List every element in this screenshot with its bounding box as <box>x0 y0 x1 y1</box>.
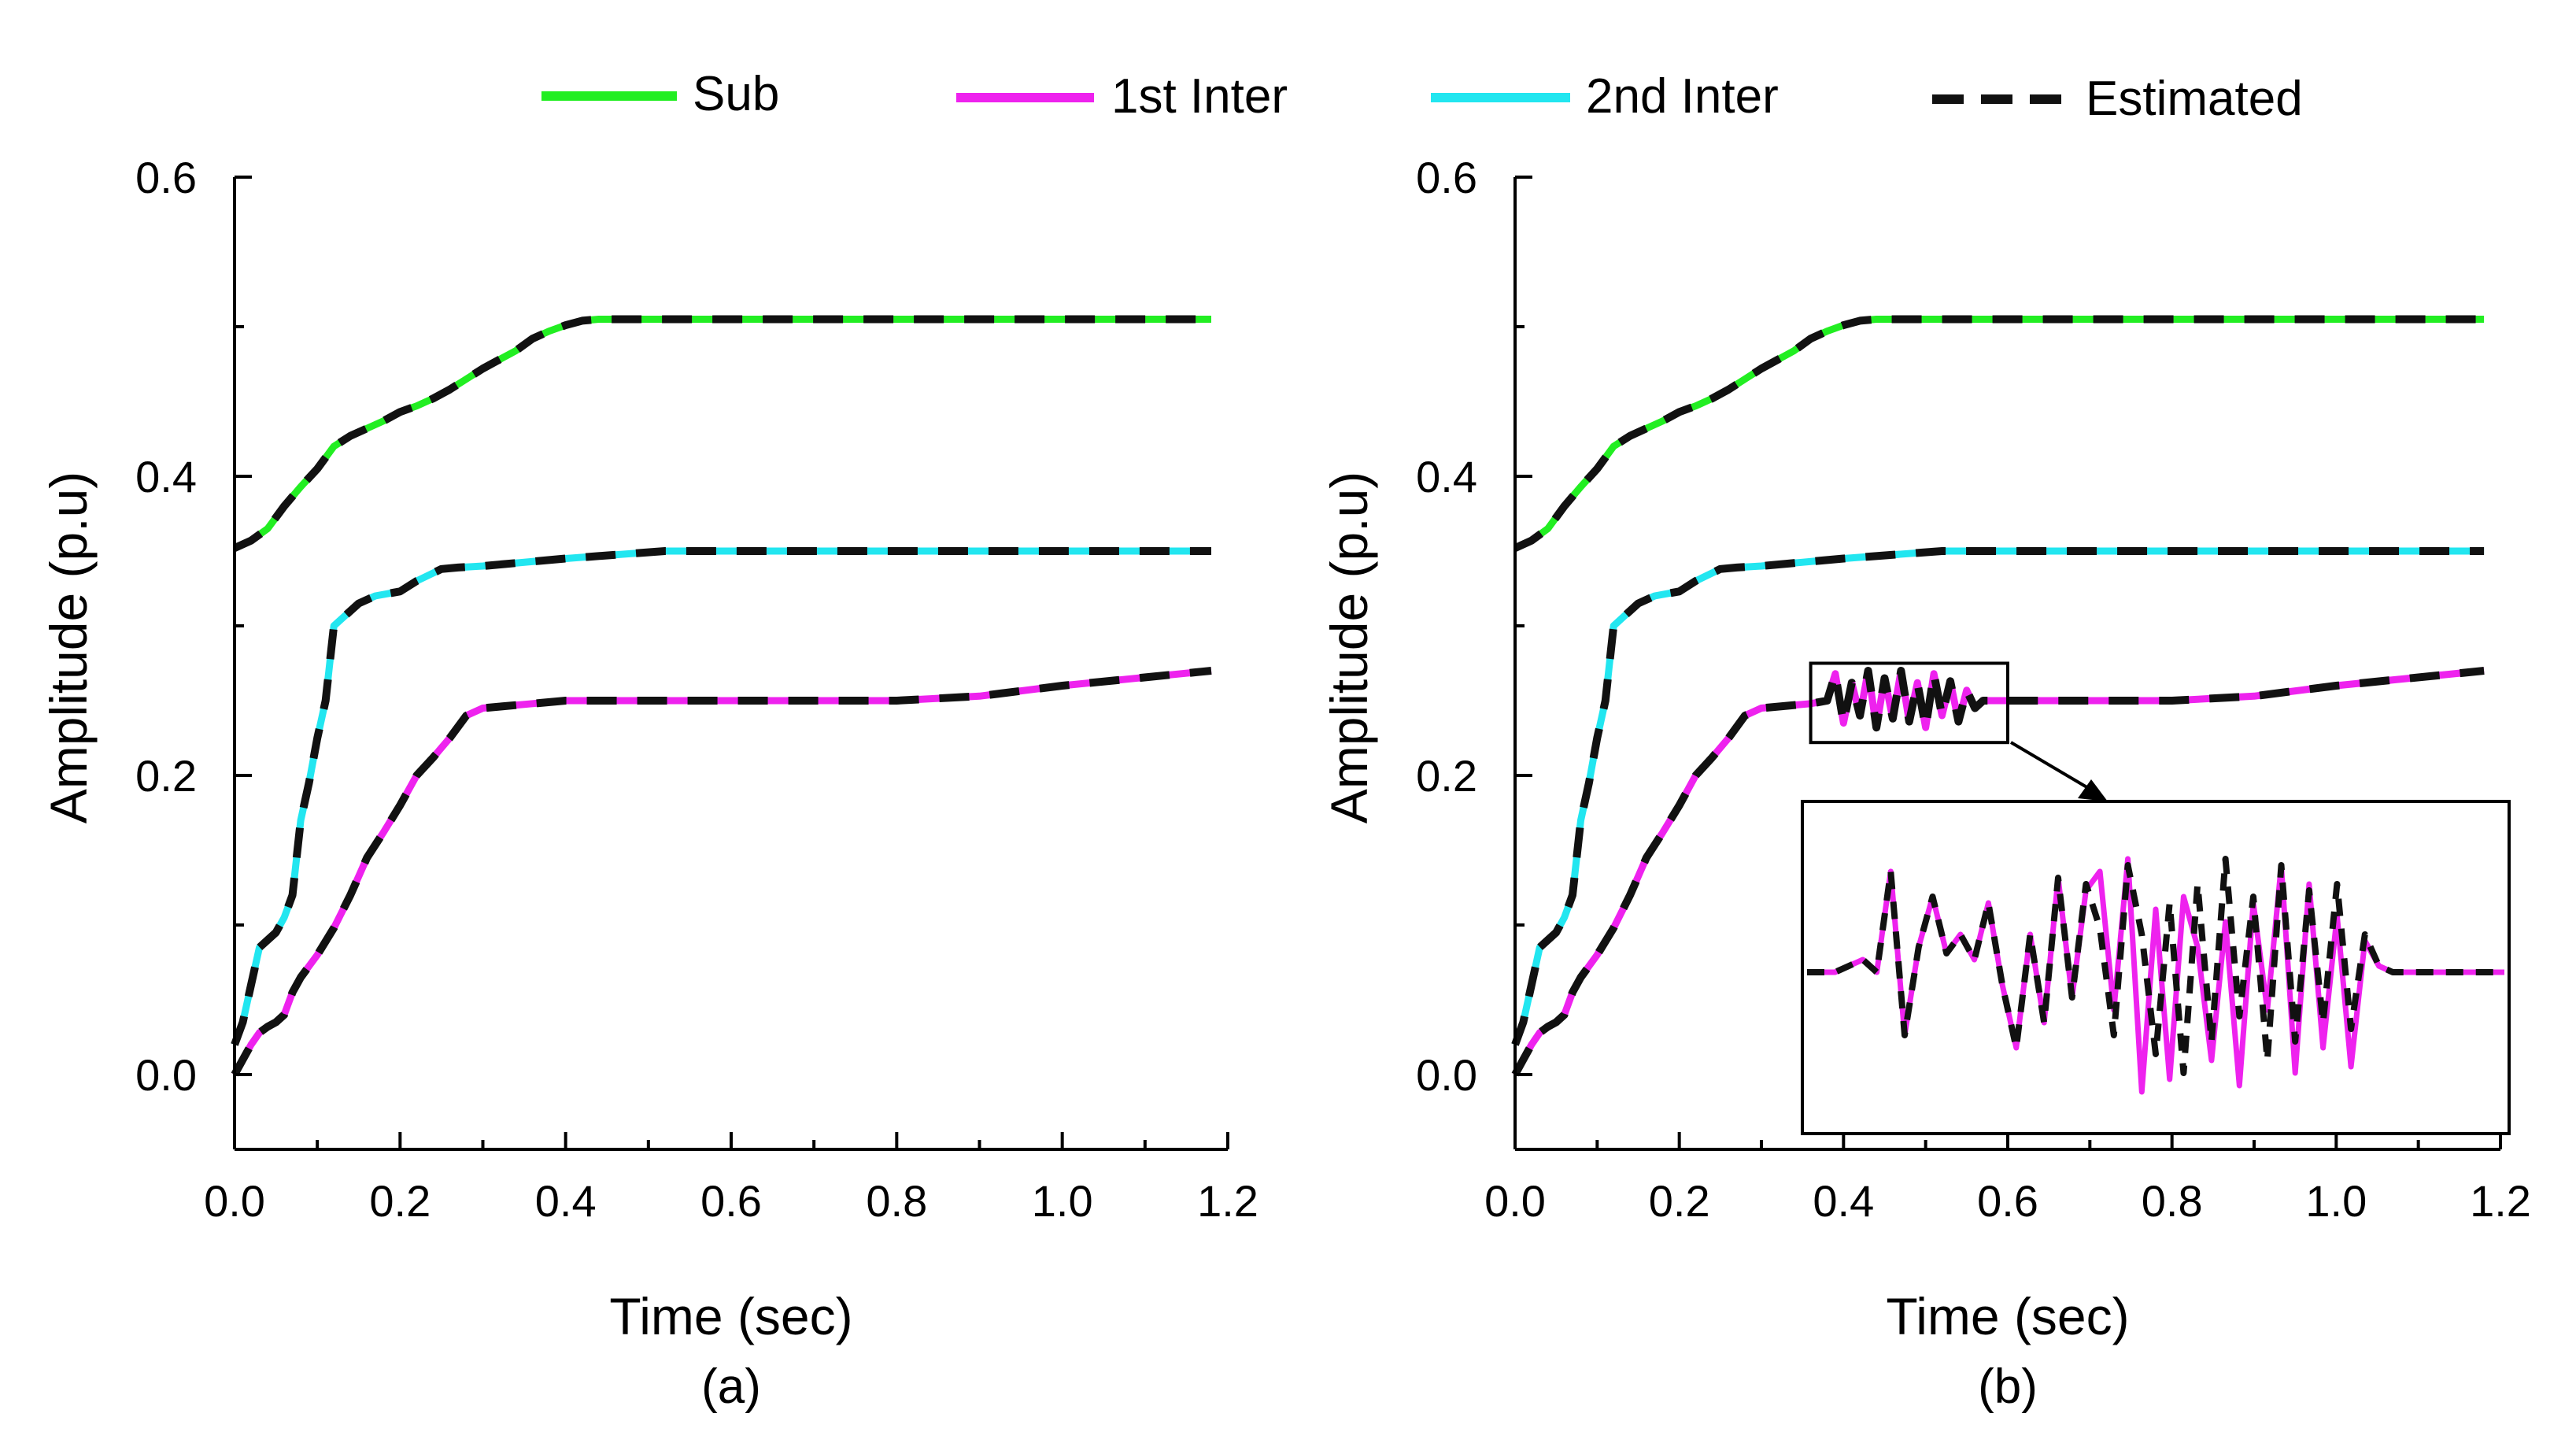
inset-zoom <box>1801 661 2511 1135</box>
zoom-region-box <box>1809 661 2010 745</box>
x-axis-label: Time (sec) <box>1886 1287 2129 1345</box>
y-tick-label: 0.0 <box>1416 1050 1477 1100</box>
series-line-1st-inter <box>231 667 1212 1077</box>
legend-label-1st-inter: 1st Inter <box>1111 69 1288 124</box>
estimated-line-2nd-inter <box>1511 547 2485 1046</box>
legend-label-sub: Sub <box>693 67 779 121</box>
y-tick-label: 0.6 <box>1416 153 1477 202</box>
y-tick-label: 0.6 <box>135 153 197 202</box>
x-tick-label: 0.0 <box>204 1176 265 1226</box>
y-axis-label: Amplitude (p.u) <box>1320 472 1378 824</box>
legend-item-estimated: Estimated <box>1932 72 2303 126</box>
y-tick-label: 0.4 <box>135 452 197 501</box>
zoom-arrow-line <box>2009 741 2095 793</box>
chart-panel-b: 0.0 0.2 0.4 0.6 0.8 1.0 1.2 0.0 0.2 0.4 0.6 Time (s… <box>1320 153 2531 1414</box>
legend: Sub 1st Inter 2nd Inter Estimated <box>541 67 2303 126</box>
x-tick-label: 1.2 <box>1197 1176 1258 1226</box>
legend-item-sub: Sub <box>541 67 779 121</box>
estimated-line-sub <box>1513 315 2485 552</box>
inset-line-estimated <box>1807 856 2504 1076</box>
zoom-arrow-head <box>2078 779 2108 801</box>
x-axis-label: Time (sec) <box>609 1287 852 1345</box>
inset-frame <box>1801 800 2511 1135</box>
x-tick-label: 0.4 <box>1813 1176 1874 1226</box>
estimated-line-sub <box>232 315 1211 552</box>
y-tick-label: 0.2 <box>1416 751 1477 801</box>
y-tick-label: 0.4 <box>1416 452 1477 501</box>
x-tick-label: 1.0 <box>1032 1176 1093 1226</box>
x-tick-label: 0.8 <box>866 1176 927 1226</box>
y-tick-label: 0.2 <box>135 751 197 801</box>
estimated-line-1st-inter <box>231 667 1212 1077</box>
estimated-line-2nd-inter <box>231 547 1211 1046</box>
series-line-2nd-inter <box>231 547 1211 1046</box>
series-line-sub <box>1513 316 2485 552</box>
legend-item-1st-inter: 1st Inter <box>956 69 1288 124</box>
panel-caption: (a) <box>701 1360 761 1414</box>
legend-label-estimated: Estimated <box>2086 72 2303 126</box>
panel-caption: (b) <box>1978 1360 2038 1414</box>
series-line-sub <box>233 316 1211 552</box>
legend-item-2nd-inter: 2nd Inter <box>1431 69 1779 124</box>
y-tick-label: 0.0 <box>135 1050 197 1100</box>
x-tick-label: 0.0 <box>1484 1176 1546 1226</box>
estimated-line-1st-inter <box>1511 667 2485 1077</box>
chart-panel-a: 0.0 0.2 0.4 0.6 0.8 1.0 1.2 0.0 0.2 0.4 0.6 Time (s… <box>39 153 1258 1414</box>
legend-label-2nd-inter: 2nd Inter <box>1586 69 1779 124</box>
x-tick-label: 0.6 <box>700 1176 762 1226</box>
x-tick-label: 0.4 <box>535 1176 597 1226</box>
x-tick-label: 0.8 <box>2142 1176 2203 1226</box>
x-tick-label: 0.2 <box>369 1176 431 1226</box>
y-axis-label: Amplitude (p.u) <box>39 472 98 824</box>
x-tick-label: 1.0 <box>2305 1176 2367 1226</box>
x-tick-label: 1.2 <box>2470 1176 2531 1226</box>
x-tick-label: 0.2 <box>1649 1176 1710 1226</box>
x-tick-label: 0.6 <box>1977 1176 2038 1226</box>
